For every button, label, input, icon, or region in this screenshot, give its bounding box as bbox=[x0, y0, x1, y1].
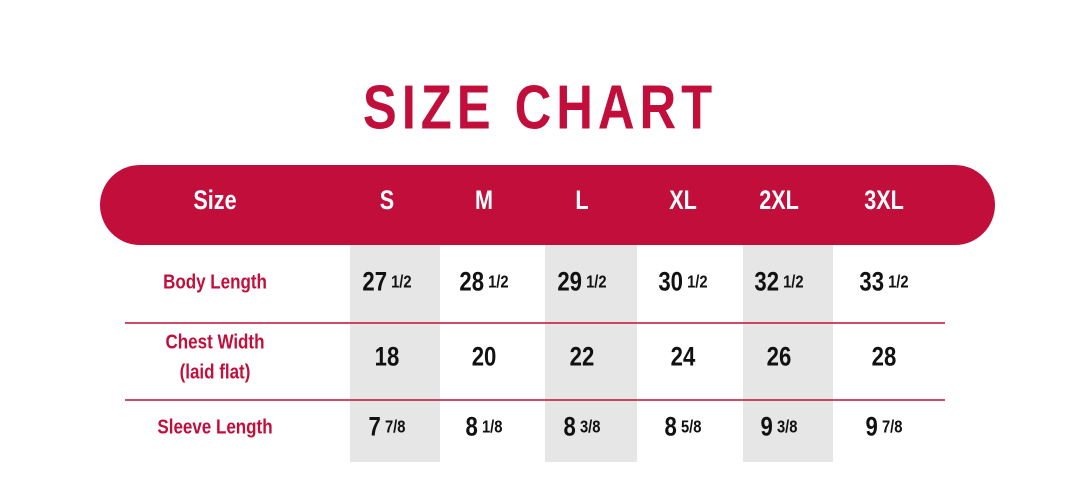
cell: 9 7/8 bbox=[866, 412, 903, 442]
cell: 30 1/2 bbox=[658, 267, 707, 297]
cell-whole: 7 bbox=[369, 412, 381, 442]
header-cell: 3XL bbox=[864, 186, 904, 216]
cell-whole: 9 bbox=[866, 412, 878, 442]
row-label: Body Length bbox=[163, 270, 267, 293]
header-cell: 2XL bbox=[759, 186, 799, 216]
cell: 22 bbox=[570, 342, 595, 372]
cell-whole: 28 bbox=[459, 267, 484, 297]
cell-whole: 8 bbox=[466, 412, 478, 442]
title: SIZE CHART bbox=[363, 74, 717, 143]
row-label: Chest Width bbox=[166, 330, 265, 353]
column-shade bbox=[545, 245, 637, 462]
cell: 8 5/8 bbox=[665, 412, 702, 442]
cell-fraction: 1/2 bbox=[687, 272, 707, 292]
cell-fraction: 7/8 bbox=[385, 417, 405, 437]
cell-whole: 29 bbox=[557, 267, 582, 297]
cell-fraction: 1/2 bbox=[888, 272, 908, 292]
cell: 26 bbox=[767, 342, 792, 372]
row-label: Sleeve Length bbox=[157, 415, 272, 438]
header-cell: XL bbox=[669, 186, 697, 216]
cell-fraction: 5/8 bbox=[681, 417, 701, 437]
cell-whole: 20 bbox=[472, 342, 497, 372]
cell-whole: 33 bbox=[859, 267, 884, 297]
cell: 29 1/2 bbox=[557, 267, 606, 297]
column-shade bbox=[743, 245, 833, 462]
cell-whole: 8 bbox=[665, 412, 677, 442]
cell: 9 3/8 bbox=[761, 412, 798, 442]
cell-whole: 30 bbox=[658, 267, 683, 297]
cell: 28 1/2 bbox=[459, 267, 508, 297]
cell-whole: 27 bbox=[362, 267, 387, 297]
cell-fraction: 1/2 bbox=[488, 272, 508, 292]
cell-whole: 32 bbox=[754, 267, 779, 297]
header-cell: Size bbox=[193, 186, 236, 216]
cell: 32 1/2 bbox=[754, 267, 803, 297]
cell-fraction: 3/8 bbox=[580, 417, 600, 437]
cell-fraction: 3/8 bbox=[777, 417, 797, 437]
cell: 18 bbox=[375, 342, 400, 372]
cell-fraction: 1/8 bbox=[482, 417, 502, 437]
cell-fraction: 1/2 bbox=[783, 272, 803, 292]
cell: 28 bbox=[872, 342, 897, 372]
cell: 20 bbox=[472, 342, 497, 372]
cell-fraction: 1/2 bbox=[586, 272, 606, 292]
header-cell: M bbox=[475, 186, 493, 216]
row-label: (laid flat) bbox=[180, 360, 251, 383]
cell-fraction: 7/8 bbox=[882, 417, 902, 437]
cell-whole: 26 bbox=[767, 342, 792, 372]
cell-whole: 18 bbox=[375, 342, 400, 372]
cell: 8 3/8 bbox=[564, 412, 601, 442]
cell: 27 1/2 bbox=[362, 267, 411, 297]
cell-fraction: 1/2 bbox=[391, 272, 411, 292]
cell: 24 bbox=[671, 342, 696, 372]
cell-whole: 9 bbox=[761, 412, 773, 442]
cell-whole: 22 bbox=[570, 342, 595, 372]
cell: 7 7/8 bbox=[369, 412, 406, 442]
header-cell: L bbox=[575, 186, 588, 216]
cell: 8 1/8 bbox=[466, 412, 503, 442]
column-shade bbox=[350, 245, 440, 462]
header-cell: S bbox=[380, 186, 394, 216]
cell: 33 1/2 bbox=[859, 267, 908, 297]
cell-whole: 8 bbox=[564, 412, 576, 442]
cell-whole: 28 bbox=[872, 342, 897, 372]
cell-whole: 24 bbox=[671, 342, 696, 372]
header-bar bbox=[100, 165, 995, 245]
